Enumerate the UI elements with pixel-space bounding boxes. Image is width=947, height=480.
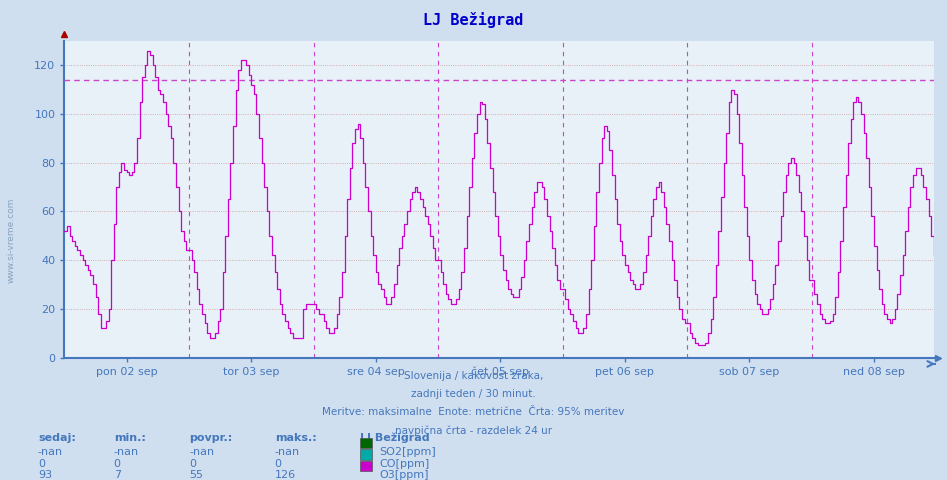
Text: 7: 7: [114, 470, 121, 480]
Text: 55: 55: [189, 470, 204, 480]
Text: SO2[ppm]: SO2[ppm]: [380, 447, 437, 457]
Text: -nan: -nan: [275, 447, 300, 457]
Text: 0: 0: [189, 459, 196, 469]
Text: -nan: -nan: [114, 447, 139, 457]
Text: zadnji teden / 30 minut.: zadnji teden / 30 minut.: [411, 389, 536, 399]
Text: www.si-vreme.com: www.si-vreme.com: [7, 197, 16, 283]
Text: 0: 0: [275, 459, 281, 469]
Text: min.:: min.:: [114, 433, 146, 443]
Text: povpr.:: povpr.:: [189, 433, 233, 443]
Text: -nan: -nan: [189, 447, 215, 457]
Text: 0: 0: [114, 459, 120, 469]
Text: CO[ppm]: CO[ppm]: [380, 459, 430, 469]
Text: LJ Bežigrad: LJ Bežigrad: [423, 12, 524, 28]
Text: LJ Bežigrad: LJ Bežigrad: [360, 433, 430, 444]
Text: 93: 93: [38, 470, 52, 480]
Text: maks.:: maks.:: [275, 433, 316, 443]
Text: -nan: -nan: [38, 447, 63, 457]
Text: 126: 126: [275, 470, 295, 480]
Text: Slovenija / kakovost zraka,: Slovenija / kakovost zraka,: [403, 371, 544, 381]
Text: 0: 0: [38, 459, 45, 469]
Text: Meritve: maksimalne  Enote: metrične  Črta: 95% meritev: Meritve: maksimalne Enote: metrične Črta…: [322, 407, 625, 417]
Text: O3[ppm]: O3[ppm]: [380, 470, 429, 480]
Text: sedaj:: sedaj:: [38, 433, 76, 443]
Text: navpična črta - razdelek 24 ur: navpična črta - razdelek 24 ur: [395, 425, 552, 436]
